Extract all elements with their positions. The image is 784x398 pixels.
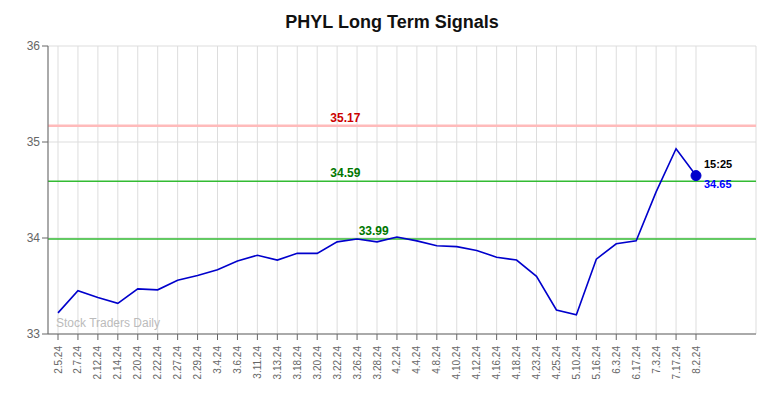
svg-text:4.18.24: 4.18.24 bbox=[511, 346, 522, 380]
svg-text:3.4.24: 3.4.24 bbox=[212, 346, 223, 374]
svg-text:3.18.24: 3.18.24 bbox=[292, 346, 303, 380]
svg-text:2.20.24: 2.20.24 bbox=[132, 346, 143, 380]
svg-text:7.3.24: 7.3.24 bbox=[651, 346, 662, 374]
svg-text:6.3.24: 6.3.24 bbox=[611, 346, 622, 374]
svg-text:4.23.24: 4.23.24 bbox=[531, 346, 542, 380]
svg-text:33.99: 33.99 bbox=[359, 224, 389, 238]
svg-text:34.65: 34.65 bbox=[704, 178, 732, 190]
svg-text:3.11.24: 3.11.24 bbox=[252, 346, 263, 379]
svg-text:3.26.24: 3.26.24 bbox=[352, 346, 363, 380]
svg-text:4.12.24: 4.12.24 bbox=[471, 346, 482, 380]
svg-text:2.5.24: 2.5.24 bbox=[53, 346, 64, 374]
svg-text:4.25.24: 4.25.24 bbox=[551, 346, 562, 380]
svg-text:3.22.24: 3.22.24 bbox=[332, 346, 343, 380]
svg-text:35: 35 bbox=[27, 135, 41, 149]
svg-text:4.4.24: 4.4.24 bbox=[411, 346, 422, 374]
svg-text:6.17.24: 6.17.24 bbox=[631, 346, 642, 380]
svg-text:4.2.24: 4.2.24 bbox=[391, 346, 402, 374]
svg-text:4.16.24: 4.16.24 bbox=[491, 346, 502, 380]
svg-text:2.14.24: 2.14.24 bbox=[112, 346, 123, 380]
svg-text:34.59: 34.59 bbox=[330, 166, 360, 180]
html-text:Stock Traders Daily: Stock Traders Daily bbox=[56, 316, 160, 330]
svg-text:3.6.24: 3.6.24 bbox=[232, 346, 243, 374]
svg-text:2.29.24: 2.29.24 bbox=[192, 346, 203, 380]
svg-text:4.10.24: 4.10.24 bbox=[451, 346, 462, 380]
svg-text:3.28.24: 3.28.24 bbox=[372, 346, 383, 380]
svg-text:35.17: 35.17 bbox=[330, 111, 360, 125]
svg-text:5.16.24: 5.16.24 bbox=[591, 346, 602, 380]
svg-text:34: 34 bbox=[27, 231, 41, 245]
svg-text:33: 33 bbox=[27, 327, 41, 341]
svg-text:5.10.24: 5.10.24 bbox=[571, 346, 582, 380]
svg-text:36: 36 bbox=[27, 39, 41, 53]
svg-text:2.7.24: 2.7.24 bbox=[72, 346, 83, 374]
svg-text:2.22.24: 2.22.24 bbox=[152, 346, 163, 380]
svg-text:3.20.24: 3.20.24 bbox=[312, 346, 323, 380]
svg-text:8.2.24: 8.2.24 bbox=[691, 346, 702, 374]
svg-text:2.27.24: 2.27.24 bbox=[172, 346, 183, 380]
svg-text:2.12.24: 2.12.24 bbox=[92, 346, 103, 380]
svg-text:4.8.24: 4.8.24 bbox=[431, 346, 442, 374]
svg-text:15:25: 15:25 bbox=[704, 158, 732, 170]
html-text:PHYL Long Term Signals: PHYL Long Term Signals bbox=[285, 12, 499, 32]
svg-text:7.17.24: 7.17.24 bbox=[671, 346, 682, 380]
svg-text:3.13.24: 3.13.24 bbox=[272, 346, 283, 380]
